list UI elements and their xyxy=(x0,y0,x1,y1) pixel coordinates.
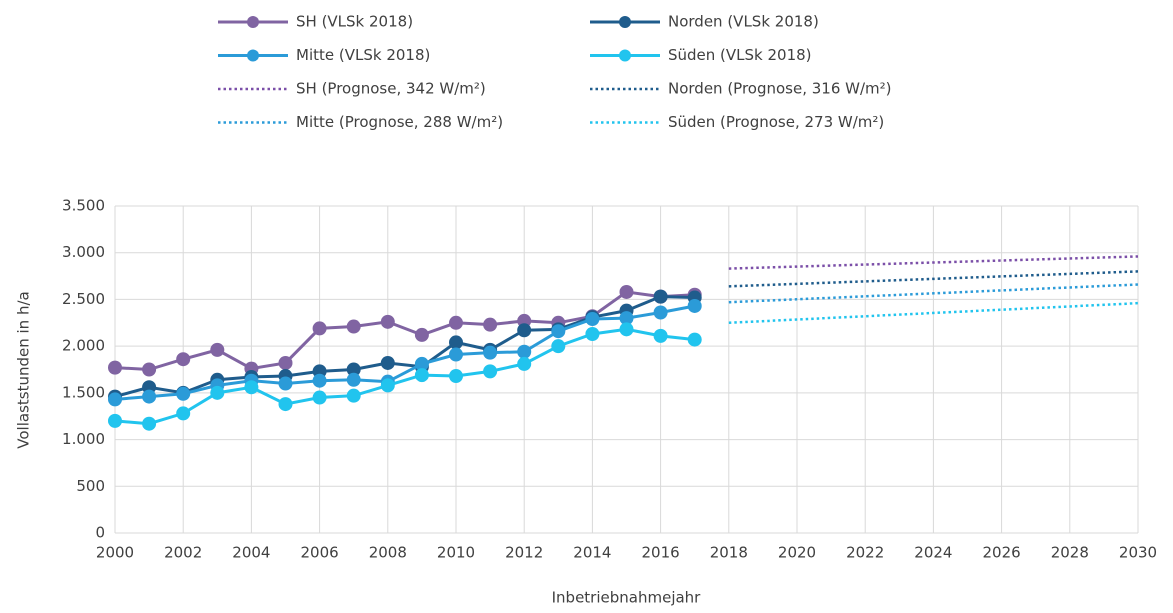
y-tick-label: 2.000 xyxy=(62,337,105,355)
legend-label: Mitte (Prognose, 288 W/m²) xyxy=(296,113,503,131)
legend-label: Norden (Prognose, 316 W/m²) xyxy=(668,80,892,98)
y-tick-label: 3.000 xyxy=(62,243,105,261)
data-point xyxy=(278,397,293,412)
data-point xyxy=(414,368,429,383)
x-axis-label: Inbetriebnahmejahr xyxy=(552,589,702,607)
data-point xyxy=(312,373,327,388)
data-point xyxy=(210,342,225,357)
legend-label: SH (VLSk 2018) xyxy=(296,13,413,31)
legend-label: SH (Prognose, 342 W/m²) xyxy=(296,80,486,98)
data-point xyxy=(380,314,395,329)
y-tick-label: 1.500 xyxy=(62,383,105,401)
x-tick-label: 2000 xyxy=(96,544,134,562)
y-tick-label: 2.500 xyxy=(62,290,105,308)
data-point xyxy=(108,413,122,428)
x-tick-label: 2026 xyxy=(983,544,1021,562)
data-point xyxy=(483,345,498,360)
data-point xyxy=(244,380,259,395)
data-point xyxy=(619,311,634,326)
data-point xyxy=(108,360,122,375)
x-tick-label: 2028 xyxy=(1051,544,1089,562)
data-point xyxy=(585,312,600,327)
data-point xyxy=(142,362,157,377)
data-point xyxy=(517,356,532,371)
data-point xyxy=(449,347,463,362)
y-axis-label: Vollaststunden in h/a xyxy=(15,291,33,448)
data-point xyxy=(687,332,702,347)
x-tick-label: 2004 xyxy=(232,544,270,562)
x-tick-label: 2016 xyxy=(642,544,680,562)
data-point xyxy=(176,352,191,367)
data-point xyxy=(653,328,668,343)
x-tick-label: 2030 xyxy=(1119,544,1157,562)
series-line xyxy=(728,301,1139,325)
data-point xyxy=(551,339,566,354)
legend-label: Mitte (VLSk 2018) xyxy=(296,46,430,64)
legend-marker xyxy=(619,16,631,28)
data-point xyxy=(653,289,668,304)
x-tick-label: 2024 xyxy=(914,544,952,562)
data-point xyxy=(142,389,157,404)
x-tick-label: 2022 xyxy=(846,544,884,562)
legend-label: Süden (VLSk 2018) xyxy=(668,46,812,64)
x-tick-label: 2014 xyxy=(573,544,611,562)
legend-marker xyxy=(247,49,259,62)
y-tick-label: 1.000 xyxy=(62,430,105,448)
legend-marker xyxy=(619,49,631,62)
data-point xyxy=(312,321,327,336)
data-point xyxy=(619,284,634,299)
x-tick-label: 2006 xyxy=(301,544,339,562)
data-point xyxy=(108,392,122,407)
x-tick-label: 2008 xyxy=(369,544,407,562)
data-point xyxy=(483,317,498,332)
data-point xyxy=(585,326,600,341)
data-point xyxy=(380,355,395,370)
y-tick-label: 500 xyxy=(76,477,105,495)
x-tick-label: 2002 xyxy=(164,544,202,562)
data-point xyxy=(278,376,293,391)
data-point xyxy=(653,305,668,320)
data-point xyxy=(380,378,395,393)
data-point xyxy=(414,327,429,342)
x-tick-label: 2010 xyxy=(437,544,475,562)
legend-label: Süden (Prognose, 273 W/m²) xyxy=(668,113,884,131)
series-line xyxy=(114,327,695,426)
data-point xyxy=(346,319,361,334)
x-tick-label: 2018 xyxy=(710,544,748,562)
data-point xyxy=(687,298,702,313)
y-tick-label: 3.500 xyxy=(62,197,105,215)
data-point xyxy=(619,322,634,337)
data-point xyxy=(483,364,498,379)
data-point xyxy=(176,406,191,421)
data-point xyxy=(346,388,361,403)
x-tick-label: 2020 xyxy=(778,544,816,562)
data-point xyxy=(414,356,429,371)
legend-marker xyxy=(247,16,259,28)
data-point xyxy=(210,385,225,400)
series-line xyxy=(728,255,1139,270)
data-point xyxy=(176,386,191,401)
data-point xyxy=(517,344,532,359)
series-line xyxy=(728,270,1139,288)
data-point xyxy=(449,369,463,384)
data-point xyxy=(142,416,157,431)
data-point xyxy=(346,362,361,377)
x-tick-label: 2012 xyxy=(505,544,543,562)
data-point xyxy=(278,355,293,370)
data-point xyxy=(346,372,361,387)
y-tick-label: 0 xyxy=(95,524,105,542)
legend-label: Norden (VLSk 2018) xyxy=(668,13,819,31)
data-point xyxy=(517,323,532,338)
series-line xyxy=(728,283,1139,304)
data-point xyxy=(312,390,327,405)
data-point xyxy=(449,315,463,330)
data-point xyxy=(551,324,566,339)
data-point xyxy=(449,335,463,350)
